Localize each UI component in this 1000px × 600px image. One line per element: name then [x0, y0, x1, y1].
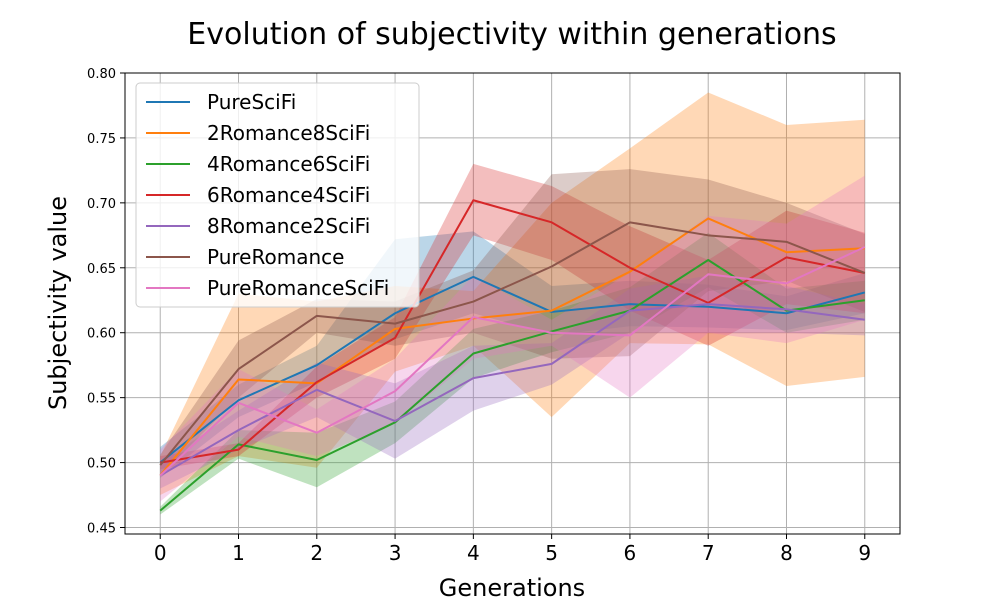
series-line-3 — [159, 258, 865, 512]
y-tick-label: 0.70 — [87, 197, 116, 212]
legend-label: PureSciFi — [207, 90, 296, 114]
legend: PureSciFi 2Romance8SciFi 4Romance6SciFi 6Ro… — [135, 82, 420, 308]
confidence-band-4 — [160, 163, 865, 470]
x-tick-label: 1 — [232, 541, 245, 565]
legend-label: 8Romance2SciFi — [207, 214, 370, 238]
series-line-4 — [160, 199, 865, 464]
confidence-band-3 — [160, 232, 865, 515]
series-line-5 — [159, 303, 865, 477]
confidence-band-7 — [160, 175, 865, 502]
plot-frame — [124, 72, 901, 535]
chart-title: Evolution of subjectivity within generat… — [187, 17, 836, 52]
legend-label: 2Romance8SciFi — [207, 121, 370, 145]
legend-label: 4Romance6SciFi — [207, 152, 370, 176]
y-tick-label: 0.45 — [87, 522, 116, 537]
x-tick-label: 3 — [389, 541, 402, 565]
series-line-1 — [159, 275, 866, 464]
y-tick-label: 0.65 — [87, 262, 116, 277]
confidence-band-6 — [160, 169, 865, 476]
x-tick-label: 0 — [154, 541, 167, 565]
x-tick-label: 9 — [858, 541, 871, 565]
x-axis-ticks: 0 1 2 3 4 5 6 7 8 9 — [154, 534, 871, 565]
series-line-2 — [159, 217, 865, 477]
series-lines — [159, 199, 866, 512]
x-tick-label: 8 — [780, 541, 793, 565]
series-line-7 — [159, 246, 866, 477]
y-axis-label: Subjectivity value — [44, 196, 72, 410]
legend-label: PureRomance — [207, 245, 344, 269]
legend-label: 6Romance4SciFi — [207, 183, 370, 207]
x-tick-label: 7 — [702, 541, 715, 565]
y-tick-label: 0.80 — [87, 67, 116, 82]
x-tick-label: 5 — [545, 541, 558, 565]
y-tick-label: 0.60 — [87, 327, 116, 342]
y-axis-ticks: 0.45 0.50 0.55 0.60 0.65 0.70 0.75 0.80 — [87, 67, 125, 537]
x-axis-label: Generations — [439, 574, 585, 600]
confidence-band-5 — [160, 275, 865, 489]
y-tick-label: 0.55 — [87, 392, 116, 407]
legend-box — [135, 82, 420, 308]
x-tick-label: 4 — [467, 541, 480, 565]
legend-label: PureRomanceSciFi — [207, 276, 389, 300]
y-tick-label: 0.50 — [87, 457, 116, 472]
x-tick-label: 6 — [624, 541, 637, 565]
x-tick-label: 2 — [310, 541, 323, 565]
series-line-6 — [159, 221, 866, 466]
y-tick-label: 0.75 — [87, 132, 116, 147]
